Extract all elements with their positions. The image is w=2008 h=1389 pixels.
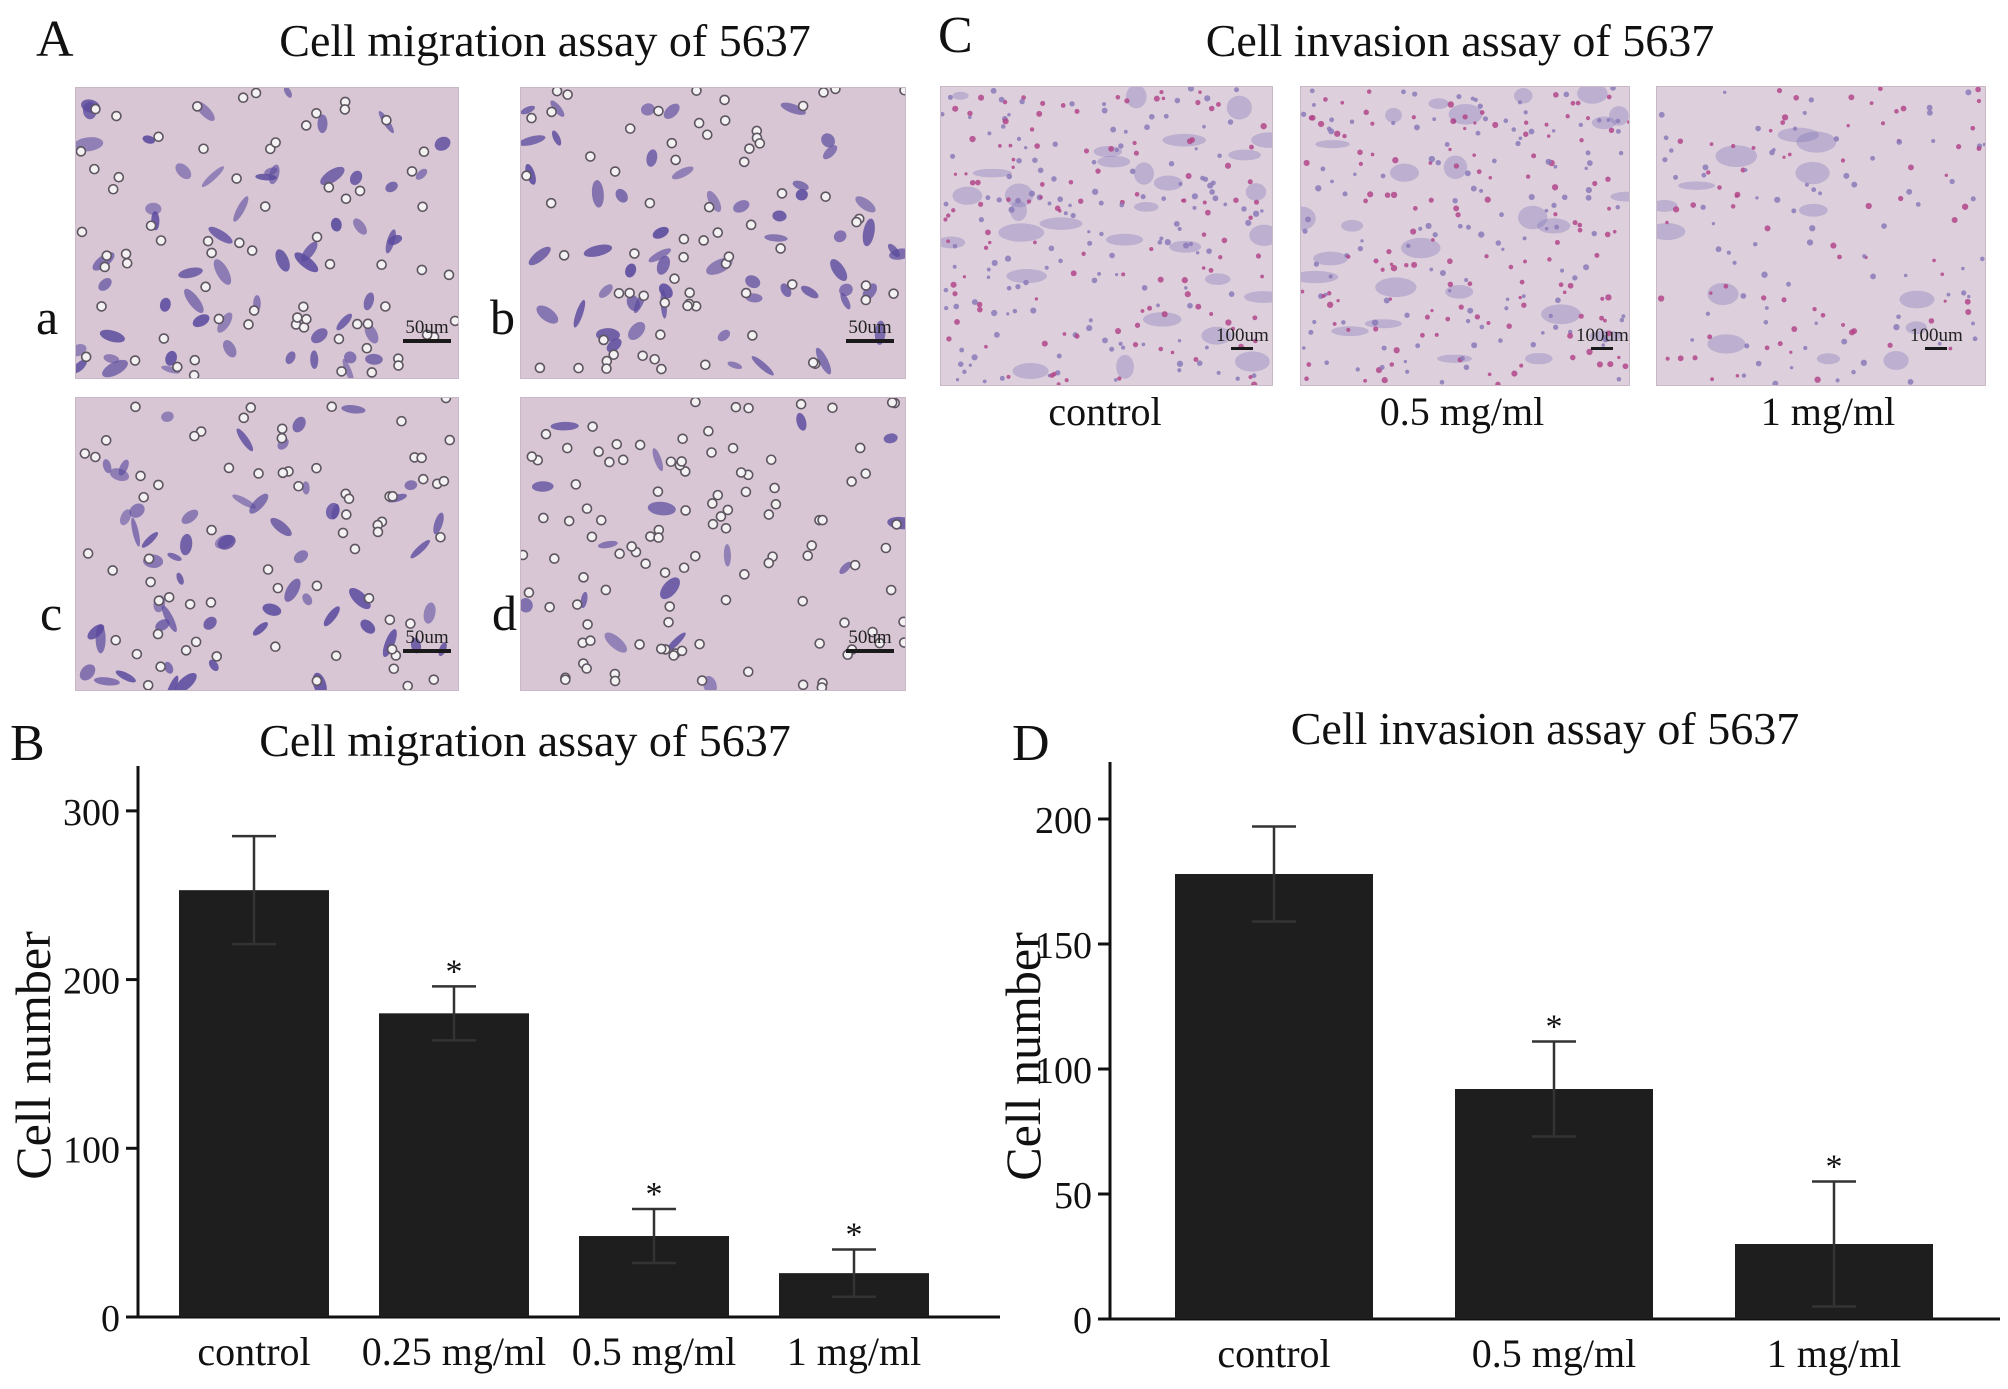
- significance-star: *: [1546, 1009, 1563, 1046]
- significance-star: *: [446, 953, 463, 990]
- y-tick-label: 0: [101, 1298, 120, 1340]
- migration-bar-chart: Cell migration assay of 5637 0 100 200 300 Ce…: [5, 715, 1000, 1374]
- y-tick-label: 150: [1035, 925, 1092, 967]
- y-tick-label: 200: [63, 961, 120, 1003]
- x-tick-label: control: [197, 1329, 310, 1374]
- panel-letter-a: A: [36, 11, 74, 68]
- migration-image-b: [520, 87, 906, 379]
- scale-bar-invasion-control: 100um: [1216, 326, 1269, 350]
- bar: [379, 1013, 529, 1317]
- significance-star: *: [846, 1217, 863, 1254]
- y-tick-label: 50: [1054, 1175, 1092, 1217]
- bar: [1175, 874, 1373, 1319]
- panel-letter-c: C: [938, 7, 973, 64]
- invasion-caption-1: 1 mg/ml: [1760, 389, 1896, 434]
- x-tick-label: 0.5 mg/ml: [1472, 1331, 1636, 1376]
- panel-letter-b: B: [10, 715, 45, 772]
- x-tick-label: 1 mg/ml: [787, 1329, 921, 1374]
- scale-bar-c: 50um: [402, 628, 452, 653]
- migration-image-c: [75, 397, 459, 691]
- image-label-d: d: [492, 585, 517, 641]
- panel-c-title: Cell invasion assay of 5637: [1205, 15, 1715, 66]
- scale-bar-a: 50um: [402, 318, 452, 343]
- scale-bar-invasion-1: 100um: [1910, 326, 1963, 350]
- migration-image-d: [520, 397, 906, 691]
- x-tick-label: control: [1217, 1331, 1330, 1376]
- invasion-image-1: [1656, 86, 1986, 386]
- image-label-a: a: [36, 289, 59, 345]
- invasion-image-control: [940, 86, 1273, 386]
- migration-image-a: [75, 87, 459, 379]
- scale-bar-d: 50um: [845, 628, 895, 653]
- scale-bar-invasion-0-5: 100um: [1576, 326, 1629, 350]
- x-tick-label: 0.5 mg/ml: [572, 1329, 736, 1374]
- invasion-bar-chart: Cell invasion assay of 5637 0 50 100 150 200 C…: [995, 703, 2000, 1376]
- panel-a-title: Cell migration assay of 5637: [279, 15, 811, 66]
- chart-title: Cell migration assay of 5637: [259, 715, 790, 766]
- y-tick-label: 200: [1035, 800, 1092, 842]
- y-tick-label: 100: [63, 1129, 120, 1171]
- x-tick-label: 0.25 mg/ml: [362, 1329, 546, 1374]
- significance-star: *: [1826, 1149, 1843, 1186]
- image-label-c: c: [40, 585, 63, 641]
- y-tick-label: 0: [1073, 1300, 1092, 1342]
- invasion-image-0-5: [1300, 86, 1630, 386]
- panel-letter-d: D: [1012, 715, 1050, 772]
- y-axis-label: Cell number: [5, 931, 61, 1180]
- significance-star: *: [646, 1176, 663, 1213]
- y-tick-label: 300: [63, 792, 120, 834]
- y-tick-label: 100: [1035, 1050, 1092, 1092]
- bar: [179, 890, 329, 1317]
- x-tick-label: 1 mg/ml: [1767, 1331, 1901, 1376]
- image-label-b: b: [490, 289, 515, 345]
- scale-bar-b: 50um: [845, 318, 895, 343]
- invasion-caption-control: control: [1048, 389, 1162, 434]
- invasion-caption-0-5: 0.5 mg/ml: [1379, 389, 1545, 434]
- chart-title: Cell invasion assay of 5637: [1291, 703, 1800, 754]
- y-axis-label: Cell number: [995, 932, 1051, 1181]
